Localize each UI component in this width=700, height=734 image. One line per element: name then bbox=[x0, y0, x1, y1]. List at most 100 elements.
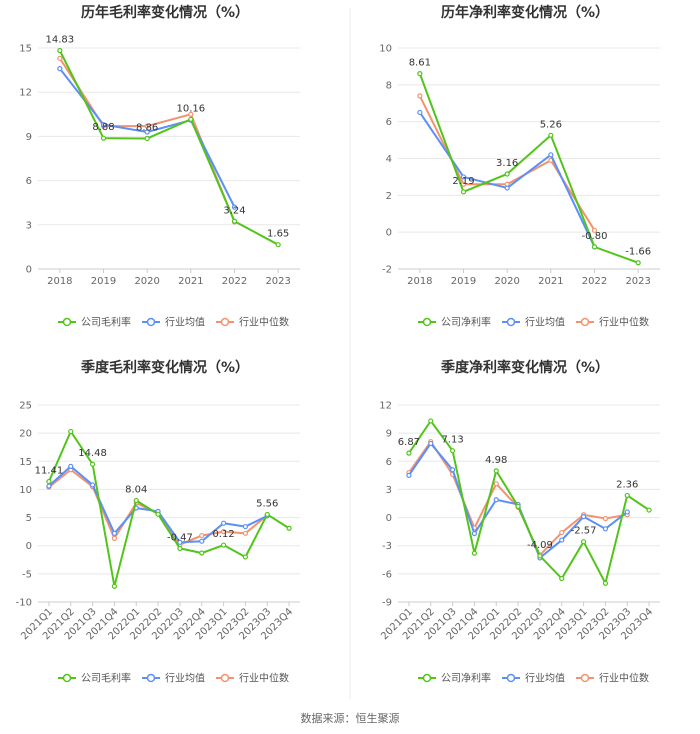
data-label: 11.41 bbox=[35, 465, 64, 476]
series-line-3 bbox=[408, 439, 628, 557]
data-point-2 bbox=[57, 66, 63, 72]
legend-marker bbox=[506, 673, 516, 683]
data-point-1 bbox=[286, 525, 292, 531]
y-tick-label: 10 bbox=[379, 44, 392, 55]
y-tick-label: 6 bbox=[386, 457, 392, 468]
data-point-1 bbox=[68, 428, 74, 435]
legend-marker bbox=[422, 673, 432, 683]
data-label: 0.12 bbox=[212, 529, 234, 540]
legend-marker bbox=[146, 317, 156, 327]
y-tick-label: 10 bbox=[19, 485, 32, 496]
y-tick-label: 4 bbox=[386, 154, 392, 165]
data-label: 14.48 bbox=[78, 448, 107, 459]
data-label: 3.16 bbox=[496, 158, 518, 169]
y-tick-label: 9 bbox=[26, 132, 32, 143]
data-label: 2.36 bbox=[616, 479, 638, 490]
data-point-1 bbox=[515, 503, 521, 509]
data-point-2 bbox=[199, 538, 205, 544]
chart-title: 季度毛利率变化情况（%） bbox=[80, 359, 249, 376]
y-tick-label: 15 bbox=[19, 457, 32, 468]
chart-panel-3: 季度毛利率变化情况（%）-10-505101520252021Q12021Q22… bbox=[16, 359, 300, 685]
data-point-3 bbox=[199, 532, 205, 539]
data-point-1 bbox=[220, 542, 227, 548]
data-point-2 bbox=[220, 520, 227, 526]
data-point-2 bbox=[144, 129, 150, 135]
data-point-1 bbox=[100, 135, 107, 141]
y-tick-label: 15 bbox=[19, 44, 32, 55]
y-tick-label: -3 bbox=[382, 541, 392, 552]
series-line-1 bbox=[408, 419, 650, 587]
data-point-1 bbox=[264, 511, 270, 518]
series-line-1 bbox=[418, 73, 639, 264]
series-line-1 bbox=[58, 50, 279, 246]
data-point-3 bbox=[493, 481, 499, 487]
chart-panel-1: 历年毛利率变化情况（%） 0 3 6 9 12 15 2018 2019 2020 2021 2022… bbox=[19, 4, 300, 329]
data-point-1 bbox=[591, 244, 598, 250]
x-tick-label: 2018 bbox=[407, 276, 432, 287]
data-point-1 bbox=[242, 554, 249, 560]
legend-label: 行业均值 bbox=[165, 672, 205, 685]
y-tick-label: 0 bbox=[26, 265, 32, 276]
data-point-2 bbox=[242, 523, 249, 530]
x-tick-label: 2023 bbox=[625, 276, 650, 287]
y-tick-label: -5 bbox=[22, 569, 32, 580]
y-tick-label: 12 bbox=[379, 401, 392, 412]
data-point-2 bbox=[471, 530, 478, 537]
data-point-2 bbox=[111, 530, 118, 536]
x-tick-label: 2022 bbox=[582, 276, 607, 287]
legend-marker bbox=[422, 317, 432, 327]
data-point-1 bbox=[275, 242, 281, 248]
data-point-2 bbox=[46, 483, 52, 489]
y-tick-label: 0 bbox=[386, 513, 392, 524]
chart-panel-4: 季度净利率变化情况（%）-9-6-30369122021Q12021Q22021… bbox=[379, 359, 660, 685]
data-point-1 bbox=[155, 511, 161, 517]
y-tick-label: -6 bbox=[382, 569, 392, 580]
y-tick-label: 3 bbox=[26, 220, 32, 231]
legend-label: 行业均值 bbox=[525, 316, 565, 329]
legend-label: 行业中位数 bbox=[239, 672, 289, 685]
data-label: 5.56 bbox=[256, 498, 278, 509]
legend-label: 公司净利率 bbox=[441, 316, 491, 329]
legend-marker bbox=[580, 673, 590, 683]
data-label: 1.65 bbox=[267, 229, 289, 240]
data-point-2 bbox=[177, 539, 183, 545]
legend-label: 公司毛利率 bbox=[81, 316, 131, 329]
data-point-2 bbox=[460, 174, 467, 180]
data-point-1 bbox=[428, 418, 434, 424]
data-point-3 bbox=[591, 227, 598, 233]
data-label: 10.16 bbox=[177, 103, 206, 114]
y-tick-label: -9 bbox=[382, 598, 392, 609]
y-tick-label: 0 bbox=[26, 541, 32, 552]
data-point-1 bbox=[504, 171, 510, 177]
x-tick-label: 2019 bbox=[451, 276, 476, 287]
data-point-2 bbox=[493, 497, 499, 503]
y-tick-label: -10 bbox=[16, 598, 32, 609]
y-tick-label: 5 bbox=[26, 513, 32, 524]
legend-label: 行业均值 bbox=[165, 316, 205, 329]
data-point-1 bbox=[199, 550, 205, 556]
data-point-1 bbox=[580, 539, 587, 545]
data-label: 8.88 bbox=[92, 122, 114, 133]
data-label: 6.87 bbox=[398, 437, 420, 448]
data-point-3 bbox=[242, 530, 249, 536]
legend-label: 行业均值 bbox=[525, 672, 565, 685]
y-tick-label: 6 bbox=[386, 117, 392, 128]
data-label: -0.47 bbox=[167, 532, 193, 543]
x-tick-label: 2022 bbox=[222, 276, 247, 287]
data-point-1 bbox=[471, 550, 478, 556]
x-tick-label: 2020 bbox=[494, 276, 519, 287]
chart-title: 历年毛利率变化情况（%） bbox=[81, 4, 249, 21]
legend-marker bbox=[506, 317, 516, 327]
data-point-2 bbox=[602, 526, 609, 532]
data-point-1 bbox=[89, 461, 96, 467]
data-point-2 bbox=[580, 514, 587, 520]
data-label: -1.66 bbox=[625, 247, 651, 258]
data-point-2 bbox=[89, 482, 96, 488]
data-point-2 bbox=[231, 204, 238, 210]
y-tick-label: 6 bbox=[26, 176, 32, 187]
legend-marker bbox=[220, 317, 230, 327]
data-label: 3.24 bbox=[223, 205, 245, 216]
data-point-1 bbox=[537, 553, 543, 559]
x-tick-label: 2021 bbox=[538, 276, 563, 287]
series-line-1 bbox=[48, 429, 290, 587]
